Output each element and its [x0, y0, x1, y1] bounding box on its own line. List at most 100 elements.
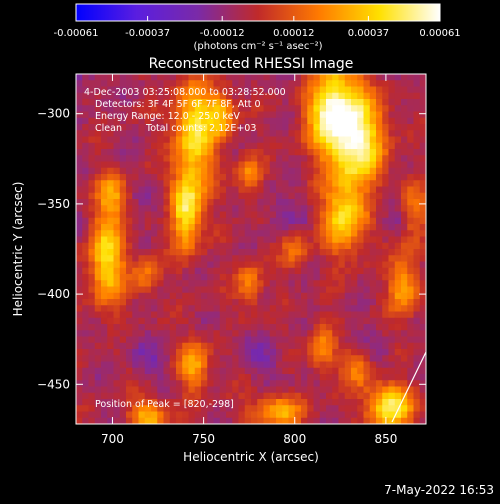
- image-pixel: [257, 299, 264, 306]
- image-pixel: [144, 92, 152, 100]
- image-pixel: [257, 386, 264, 394]
- image-pixel: [351, 86, 358, 94]
- image-pixel: [188, 274, 196, 281]
- image-pixel: [363, 324, 371, 331]
- image-pixel: [201, 374, 208, 381]
- image-pixel: [219, 399, 227, 406]
- image-pixel: [188, 336, 196, 344]
- image-pixel: [207, 374, 214, 381]
- image-pixel: [401, 292, 408, 300]
- image-pixel: [263, 249, 271, 256]
- image-pixel: [207, 174, 214, 181]
- image-pixel: [413, 330, 421, 337]
- image-pixel: [82, 330, 89, 337]
- image-pixel: [407, 211, 414, 219]
- image-pixel: [407, 361, 414, 369]
- image-pixel: [269, 292, 277, 300]
- image-pixel: [201, 324, 208, 331]
- image-pixel: [257, 242, 264, 250]
- image-pixel: [326, 199, 333, 206]
- image-pixel: [251, 80, 258, 87]
- image-pixel: [126, 224, 133, 231]
- image-pixel: [419, 236, 426, 244]
- image-pixel: [388, 111, 396, 119]
- image-pixel: [257, 74, 264, 81]
- image-pixel: [363, 74, 371, 81]
- image-pixel: [201, 361, 208, 369]
- image-pixel: [113, 405, 121, 412]
- image-pixel: [132, 117, 139, 125]
- image-pixel: [88, 192, 96, 200]
- image-pixel: [419, 386, 426, 394]
- image-pixel: [376, 274, 383, 281]
- image-pixel: [288, 330, 296, 337]
- image-pixel: [376, 324, 383, 331]
- image-pixel: [76, 80, 83, 87]
- image-pixel: [163, 317, 171, 325]
- image-pixel: [138, 249, 146, 256]
- image-pixel: [226, 217, 233, 225]
- image-pixel: [182, 280, 189, 287]
- image-pixel: [394, 261, 402, 269]
- image-pixel: [176, 124, 183, 131]
- image-pixel: [363, 336, 371, 344]
- image-pixel: [94, 274, 102, 281]
- image-pixel: [88, 374, 96, 381]
- image-pixel: [282, 405, 289, 412]
- image-pixel: [144, 217, 152, 225]
- image-pixel: [94, 380, 102, 387]
- image-pixel: [144, 417, 152, 424]
- image-pixel: [213, 217, 221, 225]
- image-pixel: [119, 242, 127, 250]
- image-pixel: [151, 355, 158, 362]
- image-pixel: [194, 74, 202, 81]
- image-pixel: [269, 124, 277, 131]
- image-pixel: [307, 280, 314, 287]
- image-pixel: [107, 142, 114, 150]
- image-pixel: [88, 142, 96, 150]
- image-pixel: [163, 280, 171, 287]
- image-pixel: [357, 211, 364, 219]
- image-pixel: [376, 392, 383, 400]
- image-pixel: [76, 349, 83, 356]
- image-pixel: [376, 242, 383, 250]
- image-pixel: [76, 192, 83, 200]
- image-pixel: [263, 80, 271, 87]
- image-pixel: [182, 361, 189, 369]
- image-pixel: [351, 174, 358, 181]
- image-pixel: [319, 167, 327, 175]
- image-pixel: [294, 111, 302, 119]
- image-pixel: [76, 386, 83, 394]
- colorbar-tick-label: 0.00061: [419, 28, 460, 39]
- image-pixel: [169, 405, 177, 412]
- image-pixel: [288, 286, 296, 294]
- image-pixel: [244, 80, 252, 87]
- image-pixel: [194, 267, 202, 275]
- image-pixel: [413, 117, 421, 125]
- image-pixel: [88, 305, 96, 312]
- image-pixel: [301, 130, 308, 137]
- image-pixel: [344, 99, 352, 106]
- image-pixel: [201, 217, 208, 225]
- image-pixel: [94, 374, 102, 381]
- image-pixel: [226, 342, 233, 350]
- image-pixel: [157, 136, 164, 144]
- image-pixel: [307, 105, 314, 112]
- image-pixel: [282, 242, 289, 250]
- image-pixel: [394, 192, 402, 200]
- image-pixel: [357, 280, 364, 287]
- image-pixel: [263, 161, 271, 169]
- image-pixel: [269, 99, 277, 106]
- image-pixel: [401, 161, 408, 169]
- image-pixel: [357, 99, 364, 106]
- colorbar: -0.00061 -0.00037 -0.00012 0.00012 0.00037 0.…: [54, 3, 461, 52]
- image-pixel: [326, 117, 333, 125]
- image-pixel: [401, 186, 408, 194]
- image-pixel: [313, 374, 321, 381]
- image-pixel: [151, 186, 158, 194]
- image-pixel: [157, 317, 164, 325]
- image-pixel: [151, 342, 158, 350]
- image-pixel: [319, 105, 327, 112]
- image-pixel: [369, 274, 377, 281]
- image-pixel: [419, 74, 426, 81]
